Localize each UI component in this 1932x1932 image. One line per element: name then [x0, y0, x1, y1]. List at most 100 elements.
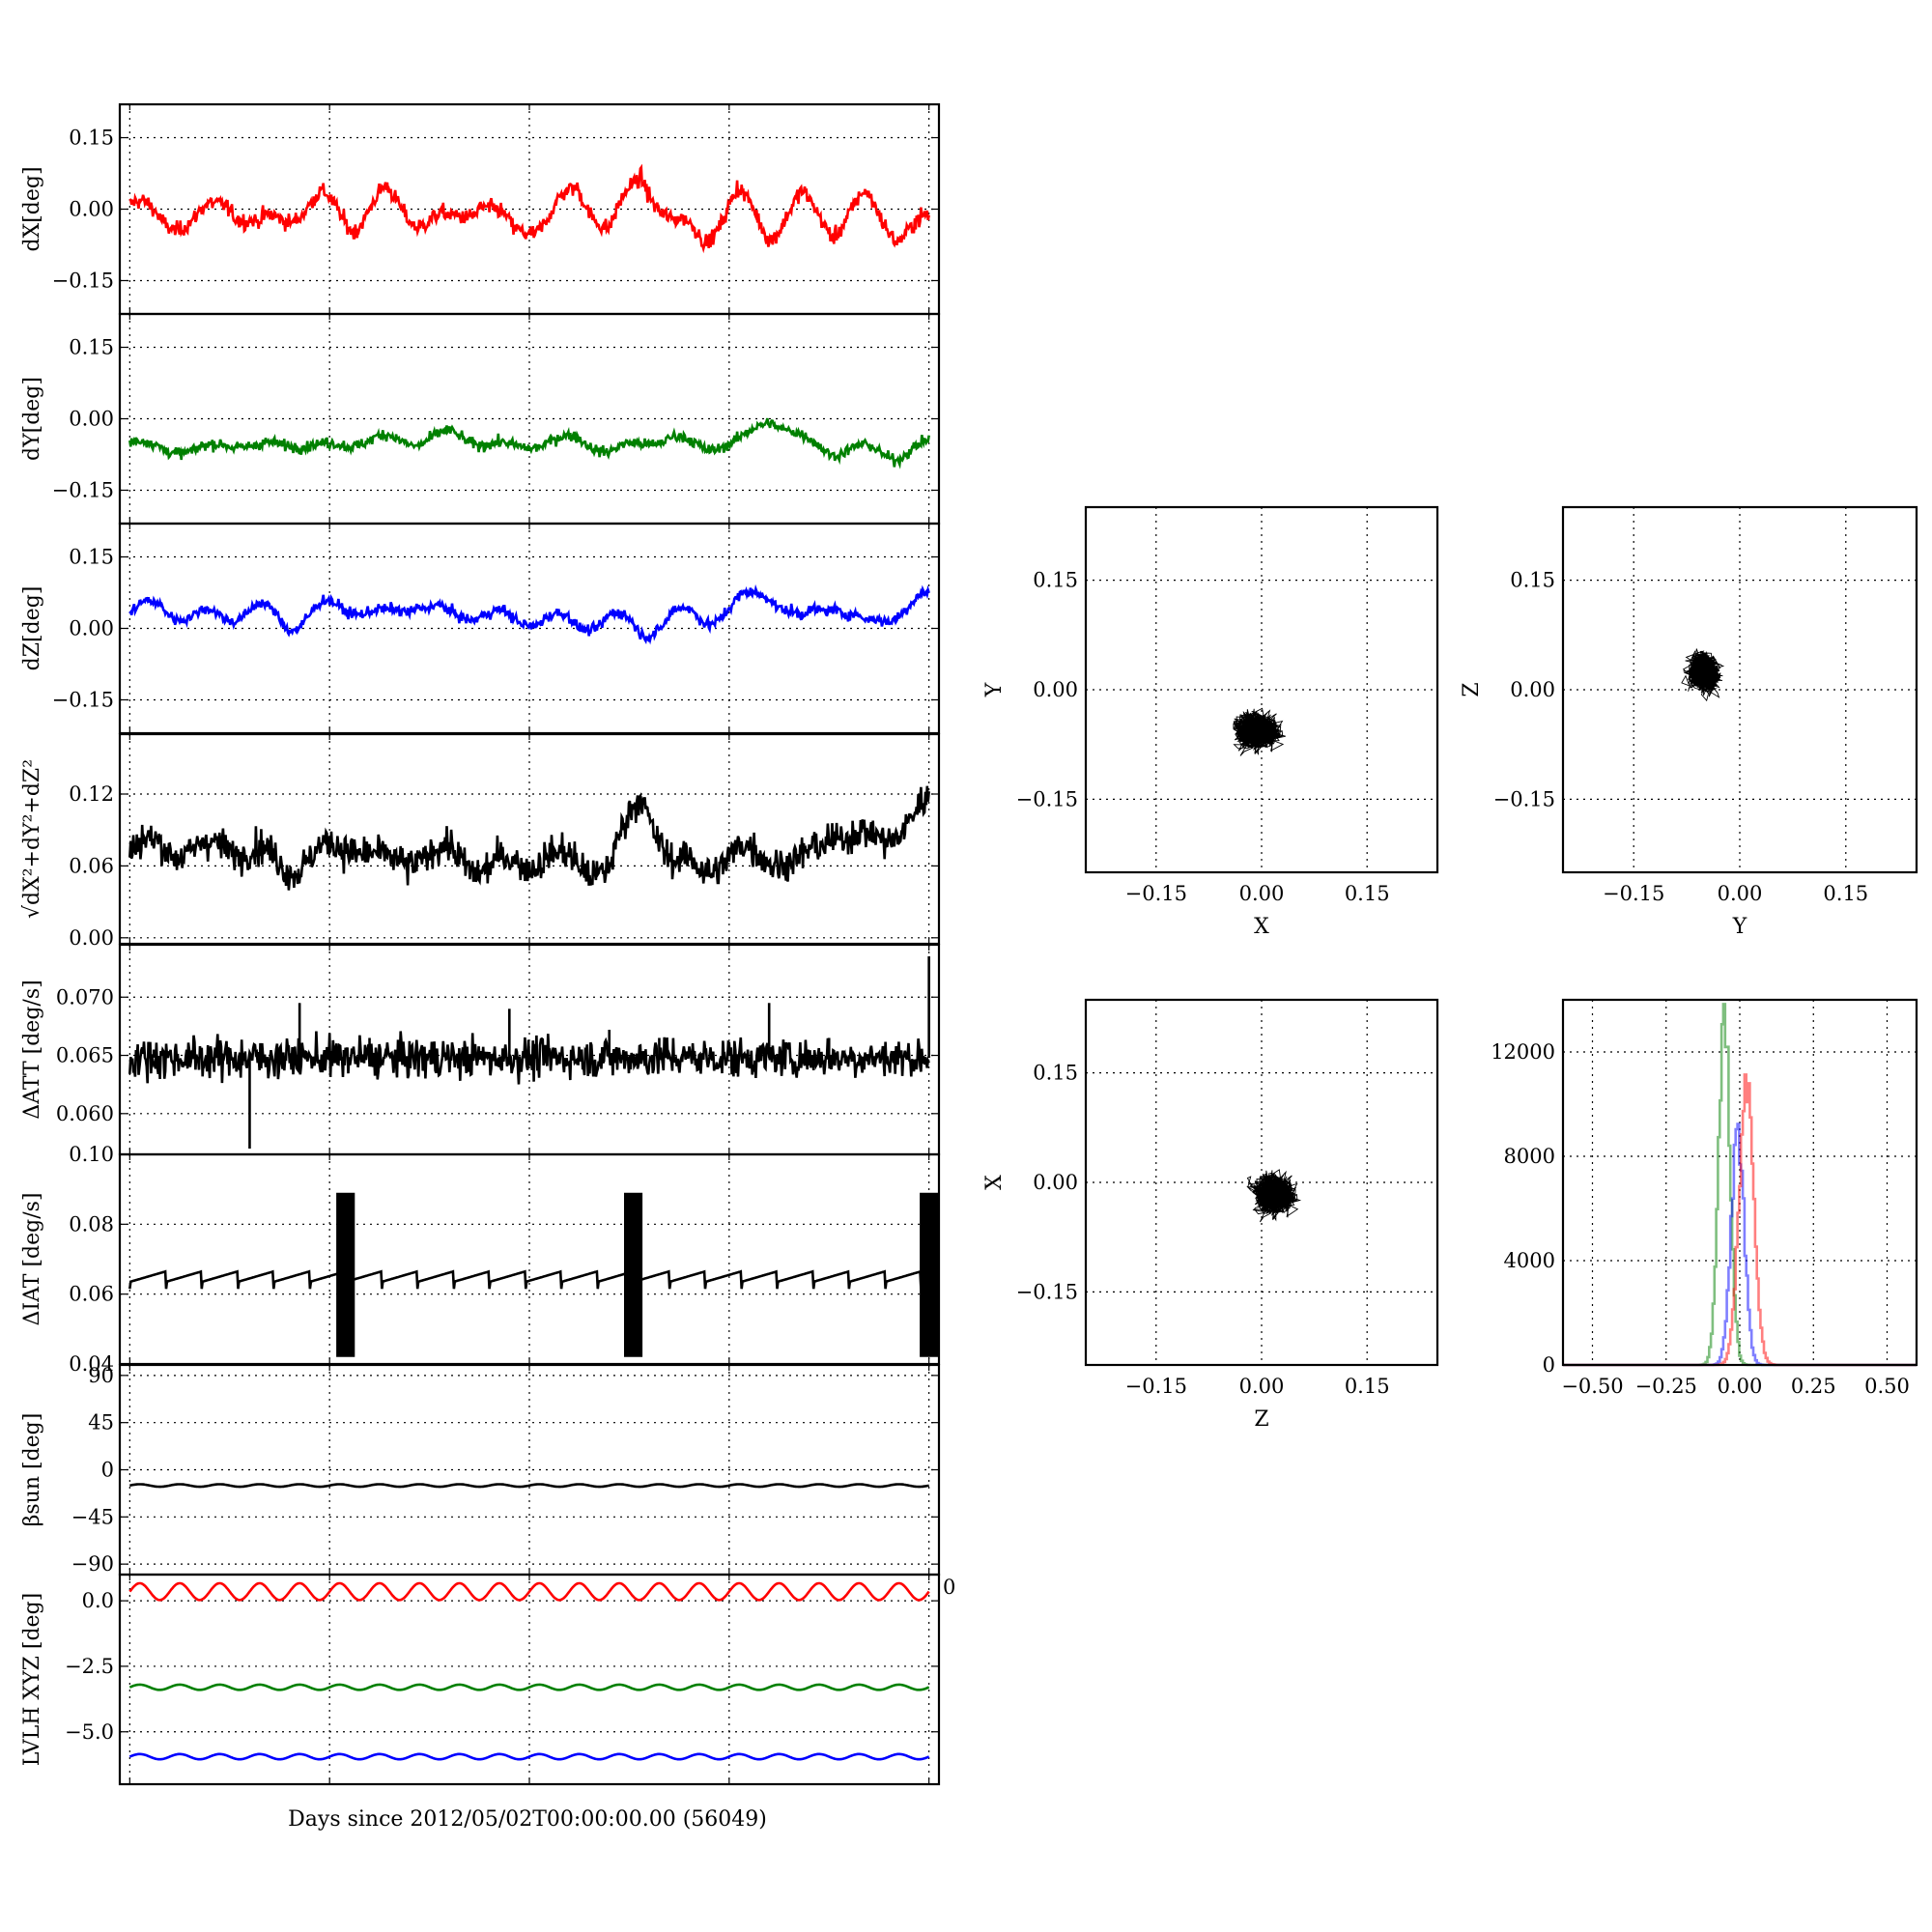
- y-axis-label: LVLH XYZ [deg]: [20, 1593, 44, 1767]
- series-line: [128, 1031, 930, 1085]
- panel-frame: [1084, 505, 1439, 874]
- y-tick-label: 0.04: [69, 1352, 114, 1376]
- x-tick-label: −0.15: [1125, 1375, 1187, 1398]
- y-axis-label: ΔATT [deg/s]: [20, 980, 44, 1119]
- y-tick-label: 0.00: [1033, 678, 1078, 701]
- series-line: [128, 163, 930, 254]
- panel-frame: [118, 1152, 941, 1366]
- y-tick-label: 0.06: [69, 1283, 114, 1306]
- series-group: [128, 1581, 930, 1761]
- x-tick-label: 0.00: [1718, 882, 1763, 905]
- series-group: [128, 956, 930, 1149]
- y-tick-label: 0.00: [1510, 678, 1555, 701]
- panel-hist: −0.50 −0.25 0.00 0.25 0.50 0 4000 8000 12000: [1491, 998, 1918, 1398]
- panel-lvlh: −5.0 −2.5 0.0 LVLH XYZ [deg] 0: [20, 1573, 955, 1786]
- scatter-trace: [1681, 648, 1725, 702]
- y-tick-label: −2.5: [65, 1655, 114, 1678]
- panel-dy: −0.15 0.00 0.15 dY[deg]: [20, 312, 941, 526]
- y-tick-label: 0.00: [69, 926, 114, 950]
- x-tick-label: −0.15: [1125, 882, 1187, 905]
- y-tick-label: 8000: [1504, 1145, 1555, 1168]
- y-axis-label: X: [982, 1175, 1007, 1190]
- x-tick-label: −0.25: [1635, 1375, 1697, 1398]
- panel-frame: [1561, 998, 1918, 1367]
- x-axis-label: X: [1254, 915, 1269, 939]
- y-tick-label: 45: [88, 1411, 114, 1435]
- y-tick-label: 0.15: [69, 127, 114, 150]
- y-tick-label: 0: [101, 1459, 114, 1482]
- x-tick-label: 0.00: [1239, 1375, 1285, 1398]
- series-group: [128, 163, 930, 254]
- panel-scatter-yz: −0.15 −0.15 0.00 0.00 0.15 0.15 Y Z: [1460, 505, 1918, 939]
- panel-dz: −0.15 0.00 0.15 dZ[deg]: [20, 522, 941, 735]
- y-axis-label: Y: [982, 682, 1007, 697]
- x-axis-label: Y: [1732, 915, 1747, 939]
- y-axis-label: dY[deg]: [20, 377, 44, 461]
- series-group: [129, 1483, 929, 1489]
- scatter-and-histogram-panels: −0.15 −0.15 0.00 0.00 0.15 0.15 X Y −0.15 −0.15 0.…: [982, 505, 1918, 1432]
- panel-scatter-zx: −0.15 −0.15 0.00 0.00 0.15 0.15 Z X: [982, 998, 1439, 1432]
- x-tick-label: 0.25: [1791, 1375, 1836, 1398]
- y-tick-label: −5.0: [65, 1720, 114, 1744]
- burst-marks: [624, 1192, 643, 1357]
- y-tick-label: 0.10: [69, 1143, 114, 1166]
- series-group: [128, 583, 930, 645]
- y-tick-label: −90: [71, 1552, 114, 1576]
- stray-tick-label: 0: [943, 1576, 955, 1599]
- y-tick-label: 0.00: [1033, 1171, 1078, 1194]
- y-tick-label: 0.070: [56, 985, 114, 1009]
- series-group: [128, 1192, 939, 1357]
- burst-marks: [920, 1192, 939, 1357]
- y-tick-label: 0.065: [56, 1044, 114, 1067]
- panel-dx: −0.15 0.00 0.15 dX[deg]: [20, 102, 941, 316]
- x-tick-label: 0.15: [1345, 1375, 1390, 1398]
- y-tick-label: −0.15: [1016, 1280, 1078, 1303]
- x-tick-label: 0.00: [1239, 882, 1285, 905]
- series-group: [128, 417, 930, 469]
- y-tick-label: −0.15: [1493, 787, 1555, 810]
- y-tick-label: 12000: [1491, 1040, 1555, 1064]
- x-tick-label: 0.50: [1864, 1375, 1910, 1398]
- x-tick-label: 0.00: [1718, 1375, 1763, 1398]
- y-tick-label: 0.0: [82, 1589, 114, 1612]
- y-tick-label: −0.15: [1016, 787, 1078, 810]
- y-axis-label: βsun [deg]: [20, 1413, 44, 1527]
- y-tick-label: 0.00: [69, 408, 114, 431]
- y-axis-label: dX[deg]: [20, 166, 44, 251]
- series-group: [128, 785, 930, 891]
- series-line: [128, 1581, 930, 1602]
- y-tick-label: 0.00: [69, 198, 114, 221]
- series-line: [128, 1683, 930, 1691]
- panel-mag: 0.00 0.06 0.12 √dX²+dY²+dZ²: [20, 732, 941, 950]
- y-tick-label: −0.15: [52, 688, 114, 711]
- panel-frame: [118, 1573, 941, 1786]
- series-line: [129, 1483, 929, 1489]
- y-tick-label: 0.06: [69, 854, 114, 877]
- burst-marks: [336, 1192, 355, 1357]
- x-tick-label: −0.50: [1561, 1375, 1623, 1398]
- time-series-panels: −0.150.000.15dX[deg]−0.150.000.15dY[deg]…: [20, 102, 955, 1786]
- panel-beta: −90 −45 0 45 90 βsun [deg]: [20, 1364, 941, 1576]
- scatter-trace: [1233, 707, 1286, 756]
- y-axis-label: ΔIAT [deg/s]: [20, 1193, 44, 1326]
- scatter-trace: [1246, 1169, 1302, 1223]
- y-tick-label: 0.15: [1033, 1062, 1078, 1085]
- y-tick-label: 0.060: [56, 1102, 114, 1125]
- series-line: [128, 1269, 930, 1290]
- series-line: [128, 583, 930, 645]
- y-tick-label: −45: [71, 1505, 114, 1528]
- y-tick-label: 0.15: [69, 546, 114, 569]
- y-tick-label: 0.15: [1033, 569, 1078, 592]
- x-tick-label: −0.15: [1603, 882, 1664, 905]
- y-axis-label: √dX²+dY²+dZ²: [20, 759, 44, 919]
- series-line: [128, 785, 930, 891]
- y-tick-label: 0.15: [69, 336, 114, 359]
- y-tick-label: 0.08: [69, 1212, 114, 1236]
- y-tick-label: 90: [88, 1364, 114, 1387]
- series-line: [128, 417, 930, 469]
- y-tick-label: −0.15: [52, 478, 114, 501]
- panel-frame: [1561, 505, 1918, 874]
- panel-scatter-xy: −0.15 −0.15 0.00 0.00 0.15 0.15 X Y: [982, 505, 1439, 939]
- panel-diat: 0.04 0.06 0.08 0.10 ΔIAT [deg/s]: [20, 1143, 941, 1376]
